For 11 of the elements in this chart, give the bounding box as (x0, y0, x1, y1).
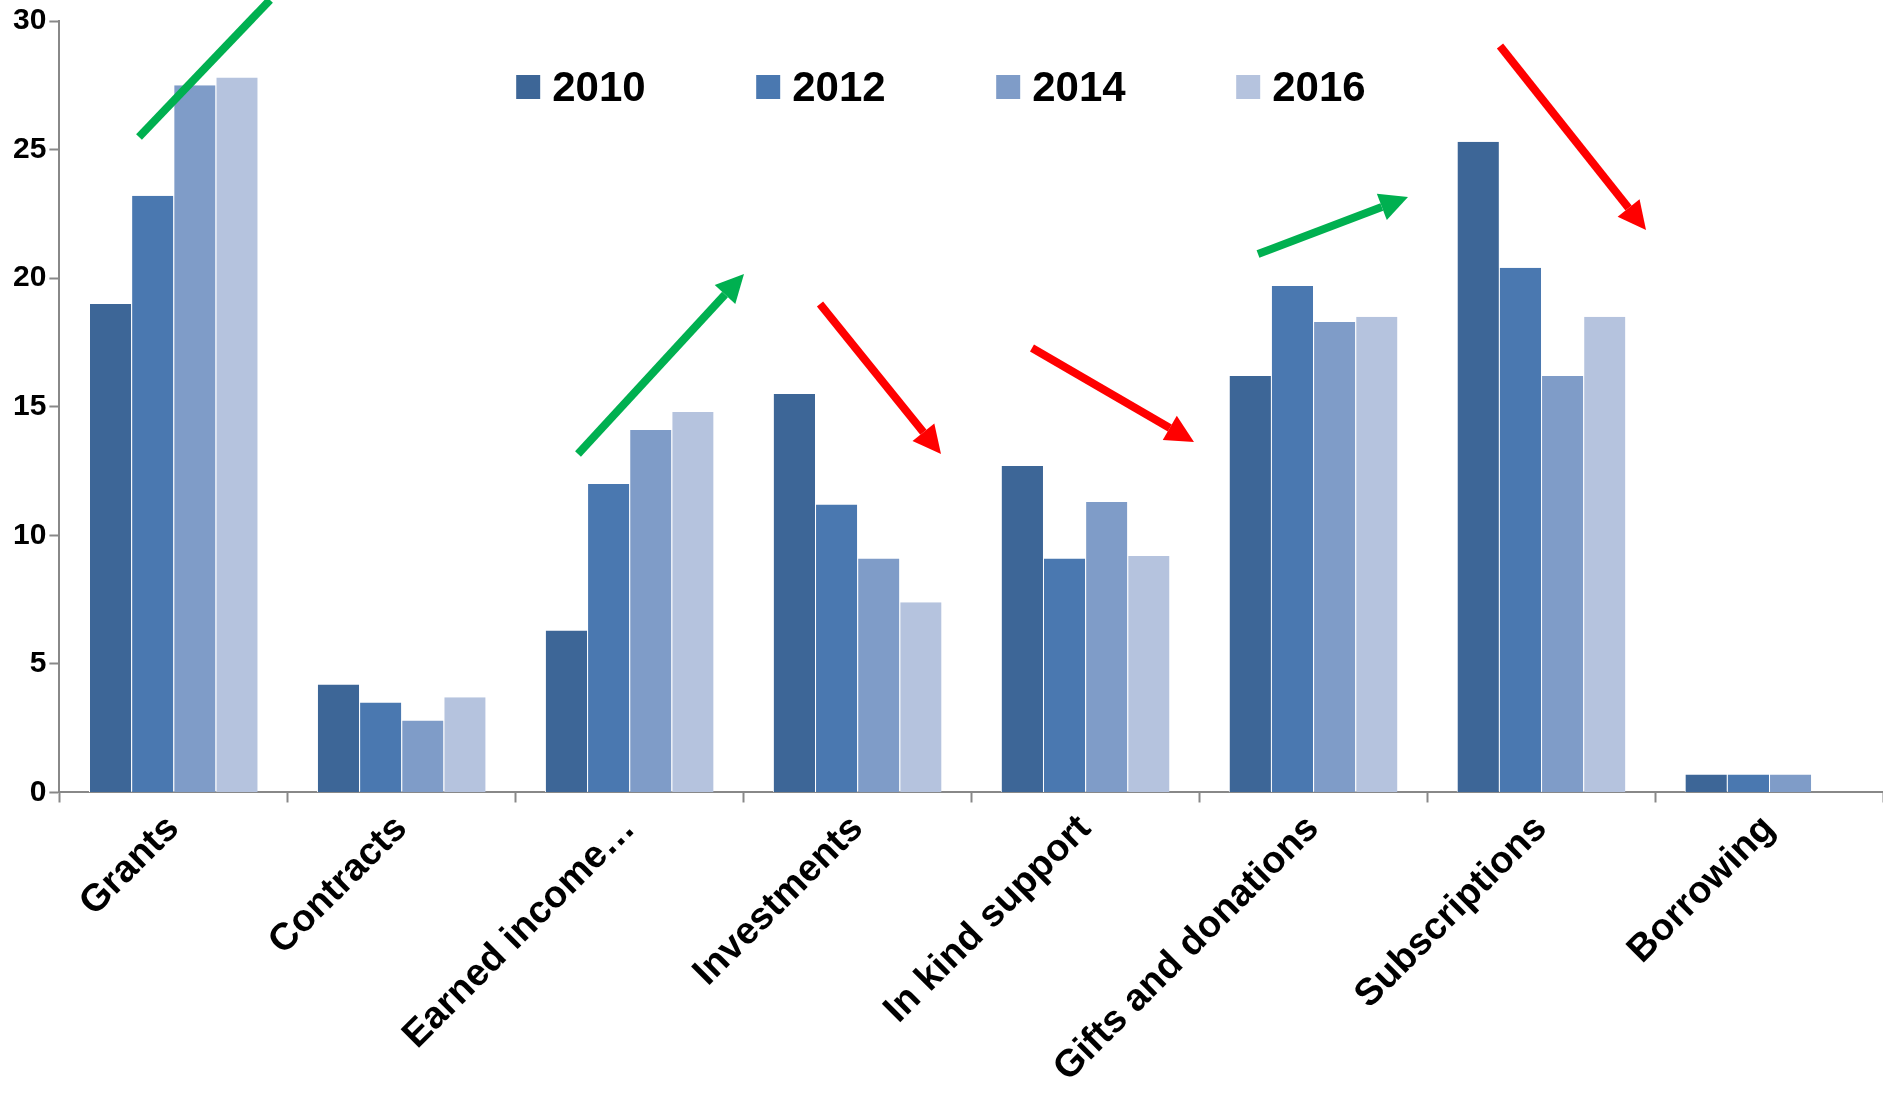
y-tick-label: 20 (12, 259, 47, 293)
legend-label: 2012 (792, 62, 886, 110)
y-tick-label: 10 (12, 516, 47, 550)
legend-label: 2014 (1032, 62, 1127, 110)
legend-label: 2016 (1272, 62, 1366, 110)
y-tick-label: 25 (12, 130, 47, 164)
legend-label: 2010 (552, 62, 646, 110)
y-tick-label: 5 (29, 645, 47, 679)
y-tick-label: 15 (12, 388, 47, 422)
y-tick-label: 0 (29, 773, 47, 807)
y-tick-label: 30 (12, 2, 47, 36)
